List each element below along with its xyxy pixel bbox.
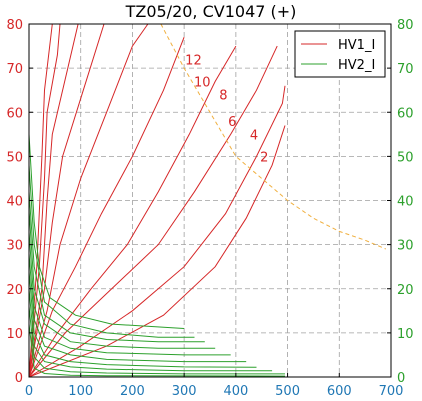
series-line-hv2-i	[28, 165, 195, 338]
series-line-hv1-i	[28, 45, 278, 378]
legend: HV1_I HV2_I	[294, 30, 386, 78]
series-line-hv1-i	[28, 85, 286, 378]
series-line-hv2-i	[28, 231, 231, 356]
series-line-hv2-i	[28, 288, 273, 372]
y-left-tick-label: 20	[6, 283, 23, 298]
x-tick-label: 200	[120, 384, 145, 399]
y-right-tick-label: 20	[397, 283, 414, 298]
y-left-tick-label: 40	[6, 195, 23, 210]
y-right-tick-label: 60	[397, 106, 414, 121]
series-line-limit	[160, 23, 386, 250]
x-tick-label: 300	[172, 384, 197, 399]
x-tick-label: 700	[379, 384, 404, 399]
y-left-tick-label: 50	[6, 150, 23, 165]
ticks: 0 100 200 300 400 500 600 700010203040506070800…	[6, 18, 413, 399]
y-left-tick-label: 70	[6, 62, 23, 77]
y-left-tick-label: 80	[6, 18, 23, 33]
x-tick-label: 600	[327, 384, 352, 399]
y-left-tick-label: 60	[6, 106, 23, 121]
x-tick-label: 100	[68, 384, 93, 399]
curve-label: 12	[185, 53, 202, 68]
curve-label: 10	[194, 75, 211, 90]
y-right-tick-label: 70	[397, 62, 414, 77]
y-left-tick-label: 30	[6, 239, 23, 254]
series-line-hv2-i	[28, 253, 247, 363]
x-tick-label: 500	[275, 384, 300, 399]
x-tick-label: 400	[223, 384, 248, 399]
series-line-hv1-i	[28, 37, 185, 378]
y-right-tick-label: 30	[397, 239, 414, 254]
y-left-tick-label: 0	[15, 371, 23, 386]
y-right-tick-label: 10	[397, 327, 414, 342]
legend-label-hv1: HV1_I	[338, 38, 375, 53]
series-line-hv2-i	[28, 134, 185, 329]
chart-title: TZ05/20, CV1047 (+)	[125, 2, 297, 21]
y-right-tick-label: 0	[397, 371, 405, 386]
curve-label: 6	[228, 115, 236, 130]
y-right-tick-label: 80	[397, 18, 414, 33]
series-line-hv1-i	[28, 23, 149, 378]
y-right-tick-label: 40	[397, 195, 414, 210]
series-line-hv1-i	[28, 45, 237, 378]
x-tick-label: 0	[25, 384, 33, 399]
series-line-hv1-i	[28, 23, 79, 378]
series-line-hv2-i	[28, 191, 205, 343]
legend-label-hv2: HV2_I	[338, 58, 375, 73]
curve-label: 4	[250, 128, 258, 143]
curve-label: 2	[260, 150, 268, 165]
series-line-hv2-i	[28, 209, 216, 349]
curve-label: 8	[219, 89, 227, 104]
y-right-tick-label: 50	[397, 150, 414, 165]
legend-box	[294, 30, 386, 78]
curves	[28, 23, 386, 378]
series-line-hv1-i	[28, 23, 61, 378]
series-line-hv2-i	[28, 324, 286, 377]
series-line-hv2-i	[28, 271, 257, 368]
y-left-tick-label: 10	[6, 327, 23, 342]
